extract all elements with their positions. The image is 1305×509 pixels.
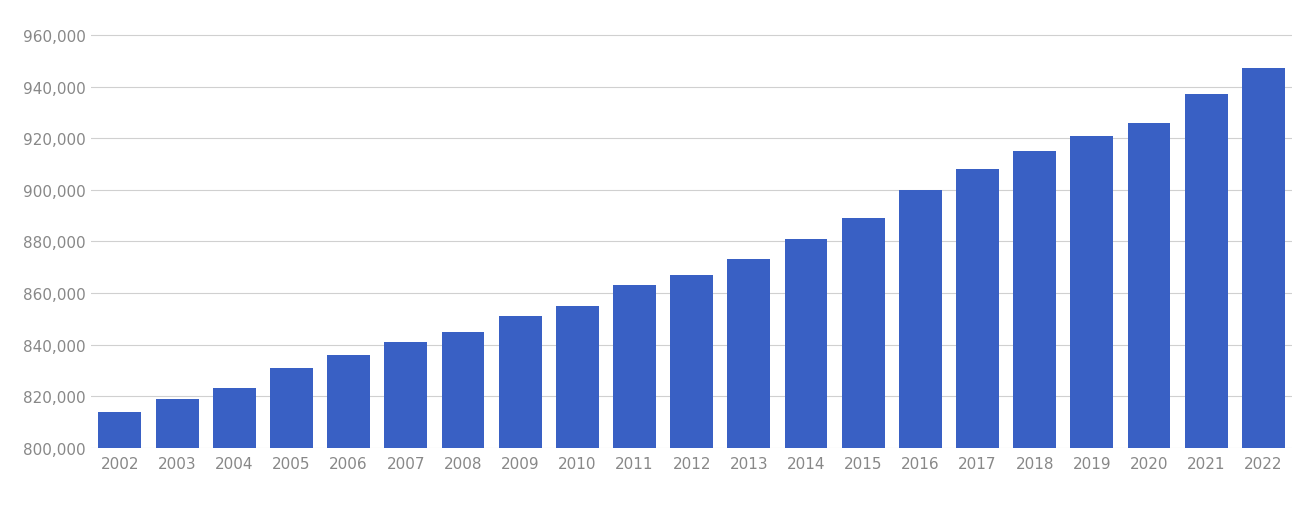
Bar	[957, 170, 998, 509]
Bar	[441, 332, 484, 509]
Bar	[98, 412, 141, 509]
Bar	[213, 389, 256, 509]
Bar	[155, 399, 198, 509]
Bar	[671, 275, 713, 509]
Bar	[499, 317, 542, 509]
Bar	[556, 306, 599, 509]
Bar	[613, 286, 656, 509]
Bar	[1070, 136, 1113, 509]
Bar	[270, 368, 313, 509]
Bar	[1013, 152, 1056, 509]
Bar	[899, 190, 942, 509]
Bar	[1128, 124, 1171, 509]
Bar	[328, 355, 371, 509]
Bar	[1185, 95, 1228, 509]
Bar	[842, 219, 885, 509]
Bar	[1242, 69, 1285, 509]
Bar	[385, 343, 427, 509]
Bar	[784, 239, 827, 509]
Bar	[727, 260, 770, 509]
